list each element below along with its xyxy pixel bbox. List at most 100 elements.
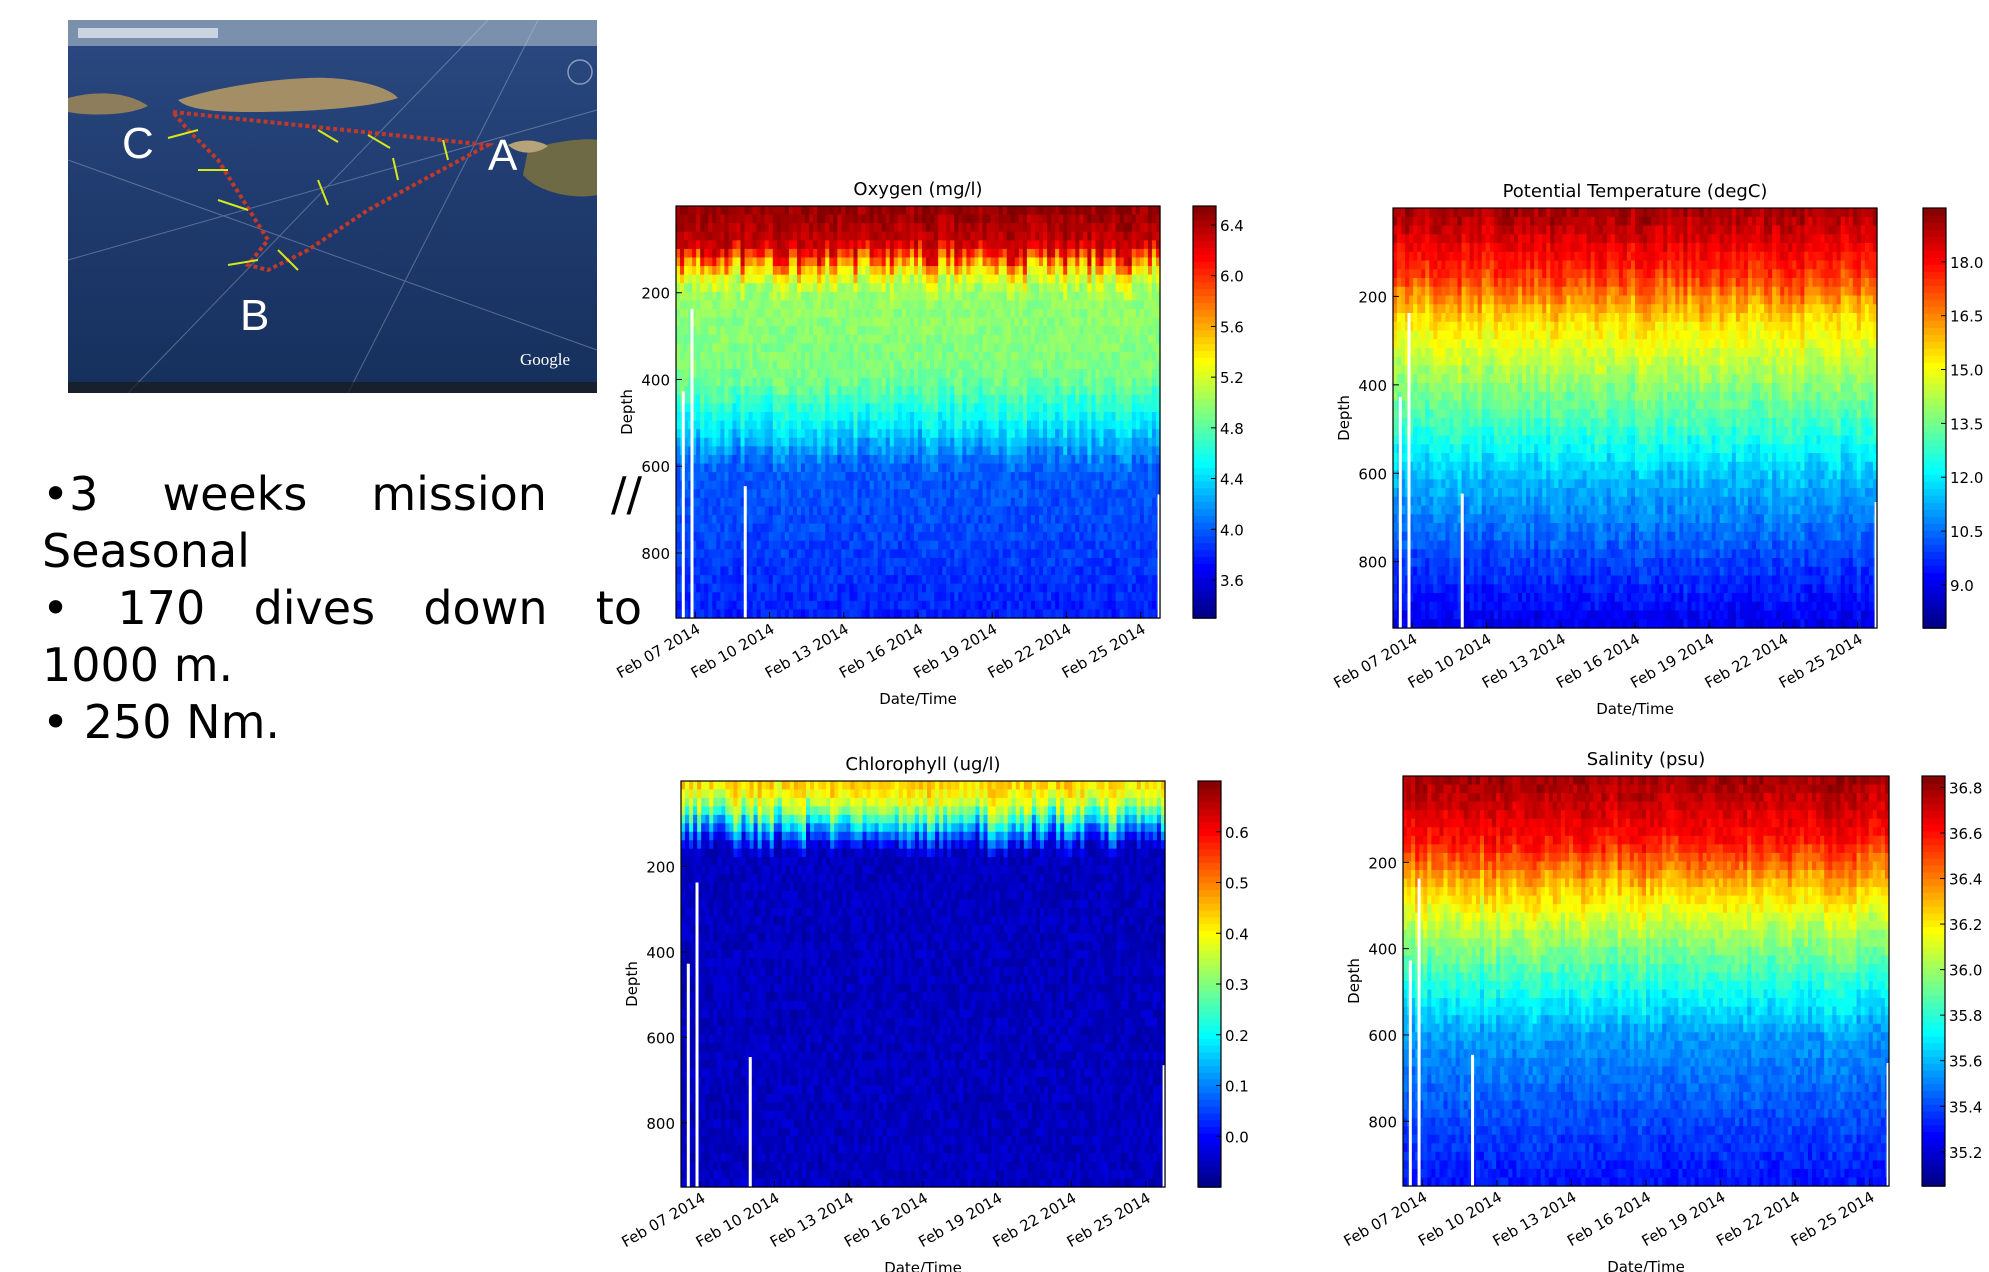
heatmap-cell [934,575,939,585]
heatmap-cell [922,377,927,387]
heatmap-cell [821,523,826,533]
heatmap-cell [1039,317,1044,327]
heatmap-cell [982,472,988,482]
heatmap-cell [792,326,798,336]
heatmap-cell [780,300,786,310]
heatmap-cell [962,317,967,327]
heatmap-cell [784,231,790,241]
heatmap-cell [1067,429,1072,439]
heatmap-cell [1055,223,1060,233]
heatmap-cell [994,540,1000,550]
heatmap-cell [897,326,903,336]
heatmap-cell [692,583,697,593]
heatmap-cell [918,300,923,310]
heatmap-cell [950,257,955,267]
heatmap-cell [1079,223,1084,233]
heatmap-cell [990,309,996,319]
heatmap-cell [1010,489,1016,499]
heatmap-cell [986,583,992,593]
heatmap-cell [821,575,826,585]
heatmap-cell [788,300,794,310]
heatmap-cell [740,206,746,216]
heatmap-cell [845,394,851,405]
heatmap-cell [1026,592,1032,602]
heatmap-cell [1067,609,1072,619]
heatmap-cell [680,266,685,276]
heatmap-cell [764,317,770,327]
heatmap-cell [845,420,851,430]
heatmap-cell [938,231,943,241]
heatmap-cell [1083,506,1088,516]
heatmap-cell [970,394,976,405]
heatmap-cell [994,334,1000,344]
heatmap-cell [833,566,838,576]
heatmap-cell [861,497,867,508]
heatmap-cell [881,557,887,568]
heatmap-cell [1039,566,1044,576]
heatmap-cell [825,240,830,250]
heatmap-cell [688,446,693,456]
heatmap-cell [801,515,806,525]
heatmap-cell [788,248,794,259]
heatmap-cell [1022,549,1028,559]
heatmap-cell [926,248,931,259]
heatmap-cell [978,506,984,516]
heatmap-cell [837,609,842,619]
heatmap-cell [829,583,834,593]
heatmap-cell [1051,506,1056,516]
heatmap-cell [784,274,790,284]
heatmap-cell [776,231,782,241]
heatmap-cell [913,532,919,542]
heatmap-cell [962,575,967,585]
heatmap-cell [1051,326,1056,336]
heatmap-cell [833,609,838,619]
heatmap-cell [1039,394,1044,405]
heatmap-cell [853,231,859,241]
heatmap-cell [1034,515,1040,525]
heatmap-cell [805,540,810,550]
heatmap-cell [797,283,802,293]
heatmap-cell [942,394,947,405]
heatmap-cell [905,223,911,233]
heatmap-cell [801,480,806,490]
heatmap-cell [889,523,895,533]
heatmap-cell [1030,472,1036,482]
heatmap-cell [1047,463,1052,473]
heatmap-cell [817,248,822,259]
heatmap-cell [704,592,709,602]
heatmap-cell [805,369,810,379]
heatmap-cell [966,429,972,439]
heatmap-cell [797,575,802,585]
heatmap-cell [748,360,754,370]
heatmap-cell [788,266,794,276]
heatmap-cell [797,412,802,422]
heatmap-cell [889,557,895,568]
heatmap-cell [865,446,871,456]
heatmap-cell [1051,351,1056,362]
heatmap-cell [970,515,976,525]
heatmap-cell [776,557,782,568]
heatmap-cell [1043,257,1048,267]
heatmap-cell [784,472,790,482]
heatmap-cell [990,472,996,482]
heatmap-cell [1030,274,1036,284]
heatmap-cell [1071,394,1076,405]
heatmap-cell [877,429,883,439]
heatmap-cell [926,446,931,456]
heatmap-cell [1091,231,1097,241]
heatmap-cell [736,214,742,224]
heatmap-cell [780,214,786,224]
heatmap-cell [837,437,842,447]
heatmap-cell [744,437,750,447]
heatmap-cell [1067,446,1072,456]
heatmap-cell [962,506,967,516]
heatmap-cell [1026,549,1032,559]
heatmap-cell [1014,343,1020,353]
heatmap-cell [1043,343,1048,353]
heatmap-cell [788,231,794,241]
heatmap-cell [1026,369,1032,379]
heatmap-cell [926,532,931,542]
heatmap-cell [740,575,746,585]
heatmap-cell [966,266,972,276]
heatmap-cell [772,283,778,293]
